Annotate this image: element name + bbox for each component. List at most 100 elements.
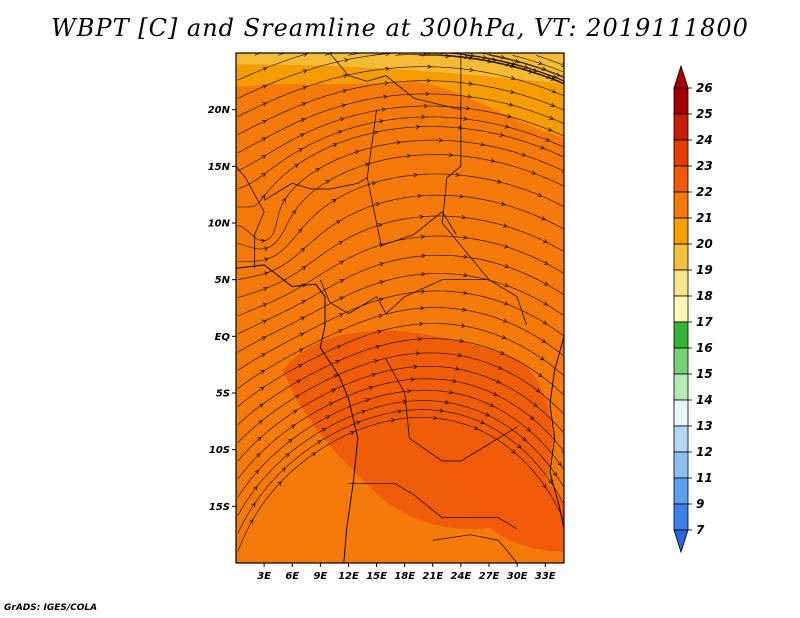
streamline-arrow	[480, 142, 486, 147]
streamline	[442, 55, 564, 84]
streamline	[237, 194, 564, 280]
colorbar-box	[673, 217, 689, 245]
streamline-arrow	[365, 398, 370, 403]
streamline-arrow	[543, 281, 549, 286]
streamline-arrow	[292, 409, 298, 414]
streamline-arrow	[261, 172, 266, 178]
colorbar-box	[673, 269, 689, 297]
streamline-arrow	[377, 223, 383, 228]
streamline-arrow	[473, 425, 479, 431]
streamline-arrow	[300, 247, 306, 253]
x-axis: 3E 6E 9E 12E 15E 18E 21E 24E 27E 30E 33E	[257, 563, 556, 582]
field-southeast-patch	[432, 452, 564, 552]
streamline-arrow	[538, 60, 543, 66]
colorbar-label: 22	[696, 185, 713, 199]
streamline-arrow	[379, 119, 384, 124]
colorbar-label: 15	[696, 367, 713, 381]
streamline-arrow	[375, 344, 381, 350]
streamline-arrow	[338, 313, 344, 318]
streamline-arrow	[455, 172, 461, 178]
country-border	[263, 177, 368, 201]
streamline-arrow	[550, 76, 556, 81]
field-north-edge	[236, 53, 564, 84]
streamline-arrow	[542, 238, 548, 243]
chart-title: WBPT [C] and Sreamline at 300hPa, VT: 20…	[51, 14, 749, 42]
streamline-arrow	[502, 318, 508, 323]
y-tick-label: 10N	[208, 219, 231, 230]
streamline-arrow	[469, 67, 474, 73]
streamline-arrow	[420, 305, 425, 311]
streamline-arrow	[262, 84, 268, 89]
x-tick-label: 12E	[338, 571, 359, 582]
colorbar-label: 7	[696, 523, 705, 537]
streamline-arrow	[397, 409, 402, 414]
streamline-arrow	[332, 143, 338, 148]
streamline-arrow	[547, 479, 552, 484]
streamline-arrow	[445, 53, 450, 59]
streamline-arrow	[463, 116, 468, 122]
streamline-arrow	[480, 420, 485, 425]
streamline-arrow	[291, 209, 296, 215]
colorbar-box	[673, 425, 689, 453]
streamline-arrow	[259, 386, 265, 391]
y-tick-label: 5N	[215, 275, 231, 286]
streamline-arrow	[457, 125, 463, 131]
streamline-arrow	[402, 399, 408, 405]
streamline-arrow	[298, 148, 303, 153]
streamline-arrow	[508, 102, 514, 107]
streamline-arrow	[294, 163, 299, 168]
y-axis: 20N 15N 10N 5N EQ 5S 10S 15S	[208, 105, 236, 513]
streamline-arrow	[321, 428, 327, 433]
country-border	[385, 358, 518, 462]
colorbar-box	[673, 295, 689, 323]
streamline-arrow	[281, 197, 286, 203]
streamline-arrow	[417, 46, 421, 50]
colorbar-top-arrow	[673, 64, 689, 89]
streamline-arrow	[261, 155, 267, 160]
colorbar-label: 21	[696, 211, 713, 225]
streamline-arrow	[461, 215, 467, 220]
streamline-arrow	[315, 168, 320, 173]
streamline-arrow	[339, 279, 345, 284]
y-tick-label: 10S	[209, 445, 230, 456]
streamline-arrow	[300, 118, 306, 123]
streamline-arrow	[507, 114, 512, 119]
streamline	[237, 235, 564, 317]
colorbar-label: 9	[696, 497, 704, 511]
streamline-arrow	[337, 329, 343, 334]
streamline-arrow	[504, 124, 510, 129]
country-border	[432, 534, 518, 563]
x-tick-label: 21E	[422, 571, 443, 582]
streamline-arrow	[501, 335, 507, 340]
streamline-arrow	[531, 170, 536, 175]
streamline-arrow	[249, 518, 254, 524]
streamline-arrow	[561, 62, 564, 67]
streamline-arrow	[331, 199, 337, 204]
streamline-arrow	[342, 88, 348, 94]
colorbar-box	[673, 451, 689, 479]
streamline-arrow	[413, 364, 418, 370]
streamline-arrow	[537, 192, 543, 197]
streamline-arrow	[378, 243, 384, 248]
streamline-arrow	[368, 385, 374, 391]
streamline-arrow	[419, 214, 425, 220]
streamline-arrow	[415, 351, 421, 356]
streamline-arrow	[258, 420, 263, 425]
streamline	[237, 352, 564, 444]
streamline-arrow	[355, 420, 361, 425]
streamline	[301, 53, 311, 56]
streamline-arrow	[261, 194, 266, 200]
streamline-arrow	[485, 412, 490, 417]
colorbar-box	[673, 165, 689, 193]
streamline-arrow	[455, 366, 460, 371]
streamline-arrow	[364, 162, 370, 167]
streamline-arrow	[557, 461, 562, 467]
country-border	[236, 166, 265, 269]
streamline-arrow	[384, 80, 389, 86]
streamline-arrow	[516, 444, 522, 449]
streamline-arrow	[417, 193, 422, 199]
streamline-arrow	[535, 388, 541, 393]
streamline-arrow	[504, 264, 510, 269]
chart-svg: 3E 6E 9E 12E 15E 18E 21E 24E 27E 30E 33E 20N 15N 10N…	[208, 46, 713, 582]
colorbar-box	[673, 399, 689, 427]
